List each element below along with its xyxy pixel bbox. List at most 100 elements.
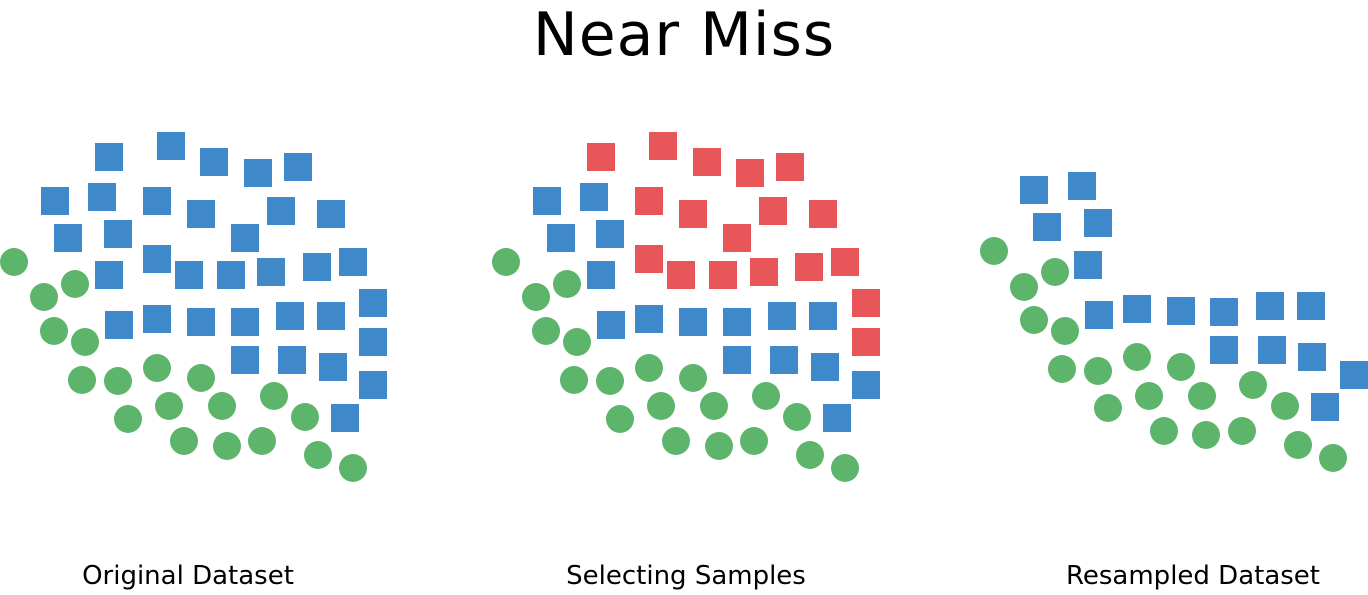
majority-square <box>1085 301 1113 329</box>
minority-circle <box>30 283 58 311</box>
majority-square <box>244 159 272 187</box>
majority-square <box>231 224 259 252</box>
minority-circle <box>68 366 96 394</box>
minority-circle <box>1010 273 1038 301</box>
majority-square <box>359 371 387 399</box>
majority-square <box>1084 209 1112 237</box>
majority-square <box>547 224 575 252</box>
majority-square <box>157 132 185 160</box>
minority-circle <box>635 354 663 382</box>
majority-square <box>1033 213 1061 241</box>
minority-circle <box>187 364 215 392</box>
caption-resampled-dataset: Resampled Dataset <box>1065 561 1320 591</box>
minority-circle <box>740 427 768 455</box>
majority-square <box>597 311 625 339</box>
minority-circle <box>155 392 183 420</box>
minority-circle <box>1228 417 1256 445</box>
majority-square <box>811 353 839 381</box>
majority-square <box>231 346 259 374</box>
minority-circle <box>679 364 707 392</box>
majority-square <box>1074 251 1102 279</box>
majority-square <box>331 404 359 432</box>
majority-square <box>303 253 331 281</box>
majority-square <box>1311 393 1339 421</box>
majority-square <box>143 305 171 333</box>
minority-circle <box>71 328 99 356</box>
majority-square <box>1297 292 1325 320</box>
minority-circle <box>1188 382 1216 410</box>
minority-circle <box>1041 258 1069 286</box>
minority-circle <box>560 366 588 394</box>
majority-square <box>359 328 387 356</box>
minority-circle <box>783 403 811 431</box>
majority-square <box>1020 176 1048 204</box>
minority-circle <box>647 392 675 420</box>
minority-circle <box>831 454 859 482</box>
majority-square <box>95 261 123 289</box>
minority-circle <box>1271 392 1299 420</box>
majority-square <box>852 371 880 399</box>
majority-square <box>533 187 561 215</box>
minority-circle <box>1192 421 1220 449</box>
minority-circle <box>1167 353 1195 381</box>
minority-circle <box>61 270 89 298</box>
minority-circle <box>563 328 591 356</box>
majority-square <box>267 197 295 225</box>
minority-circle <box>260 382 288 410</box>
selected-square <box>750 258 778 286</box>
majority-square <box>257 258 285 286</box>
majority-square <box>319 353 347 381</box>
majority-square <box>1123 295 1151 323</box>
selected-square <box>852 328 880 356</box>
minority-circle <box>1150 417 1178 445</box>
majority-square <box>317 200 345 228</box>
selected-square <box>809 200 837 228</box>
majority-square <box>1258 336 1286 364</box>
minority-circle <box>752 382 780 410</box>
selected-square <box>635 245 663 273</box>
selected-square <box>795 253 823 281</box>
majority-square <box>54 224 82 252</box>
selected-square <box>709 261 737 289</box>
diagram-title: Near Miss <box>532 0 836 70</box>
majority-square <box>104 220 132 248</box>
majority-square <box>1068 172 1096 200</box>
majority-square <box>41 187 69 215</box>
minority-circle <box>248 427 276 455</box>
majority-square <box>1298 343 1326 371</box>
selected-square <box>587 143 615 171</box>
minority-circle <box>208 392 236 420</box>
majority-square <box>770 346 798 374</box>
majority-square <box>284 153 312 181</box>
minority-circle <box>553 270 581 298</box>
minority-circle <box>606 405 634 433</box>
majority-square <box>1167 297 1195 325</box>
minority-circle <box>1123 343 1151 371</box>
majority-square <box>1210 298 1238 326</box>
majority-square <box>187 200 215 228</box>
minority-circle <box>213 432 241 460</box>
selected-square <box>667 261 695 289</box>
selected-square <box>776 153 804 181</box>
majority-square <box>200 148 228 176</box>
selected-square <box>649 132 677 160</box>
majority-square <box>723 308 751 336</box>
minority-circle <box>596 367 624 395</box>
majority-square <box>175 261 203 289</box>
majority-square <box>723 346 751 374</box>
majority-square <box>217 261 245 289</box>
minority-circle <box>40 317 68 345</box>
majority-square <box>95 143 123 171</box>
minority-circle <box>104 367 132 395</box>
majority-square <box>143 187 171 215</box>
minority-circle <box>170 427 198 455</box>
majority-square <box>580 183 608 211</box>
selected-square <box>736 159 764 187</box>
minority-circle <box>1084 357 1112 385</box>
majority-square <box>339 248 367 276</box>
minority-circle <box>1239 371 1267 399</box>
minority-circle <box>662 427 690 455</box>
minority-circle <box>339 454 367 482</box>
minority-circle <box>1284 431 1312 459</box>
